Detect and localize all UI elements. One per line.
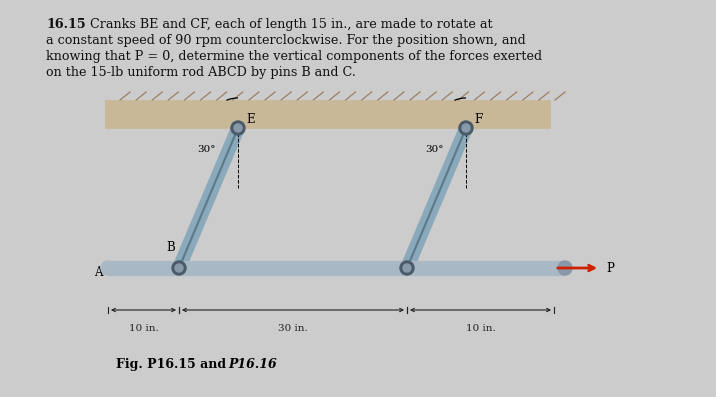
Circle shape xyxy=(462,124,470,132)
Circle shape xyxy=(403,264,411,272)
Circle shape xyxy=(459,121,473,135)
Text: B: B xyxy=(166,241,175,254)
Bar xyxy=(105,100,550,128)
Text: 10 in.: 10 in. xyxy=(465,324,495,333)
Text: 30°: 30° xyxy=(197,145,216,154)
Text: 30 in.: 30 in. xyxy=(278,324,308,333)
Text: on the 15-lb uniform rod ABCD by pins B and C.: on the 15-lb uniform rod ABCD by pins B … xyxy=(46,66,356,79)
Circle shape xyxy=(172,261,186,275)
Text: knowing that P = 0, determine the vertical components of the forces exerted: knowing that P = 0, determine the vertic… xyxy=(46,50,542,63)
Text: Fig. P16.15 and: Fig. P16.15 and xyxy=(116,358,231,371)
Text: F: F xyxy=(474,113,483,126)
Circle shape xyxy=(175,264,183,272)
Circle shape xyxy=(101,261,115,275)
Circle shape xyxy=(234,124,242,132)
Text: C: C xyxy=(409,241,418,254)
Text: D: D xyxy=(554,266,563,279)
Text: a constant speed of 90 rpm counterclockwise. For the position shown, and: a constant speed of 90 rpm counterclockw… xyxy=(46,34,526,47)
Text: P: P xyxy=(606,262,614,276)
Text: Cranks BE and CF, each of length 15 in., are made to rotate at: Cranks BE and CF, each of length 15 in.,… xyxy=(82,18,493,31)
Text: P16.16: P16.16 xyxy=(228,358,277,371)
Text: 30°: 30° xyxy=(425,145,443,154)
Circle shape xyxy=(400,261,414,275)
Bar xyxy=(108,261,565,275)
Text: E: E xyxy=(246,113,255,126)
Text: 16.15: 16.15 xyxy=(46,18,86,31)
Circle shape xyxy=(231,121,245,135)
Text: A: A xyxy=(95,266,103,279)
Text: 10 in.: 10 in. xyxy=(129,324,158,333)
Circle shape xyxy=(558,261,572,275)
